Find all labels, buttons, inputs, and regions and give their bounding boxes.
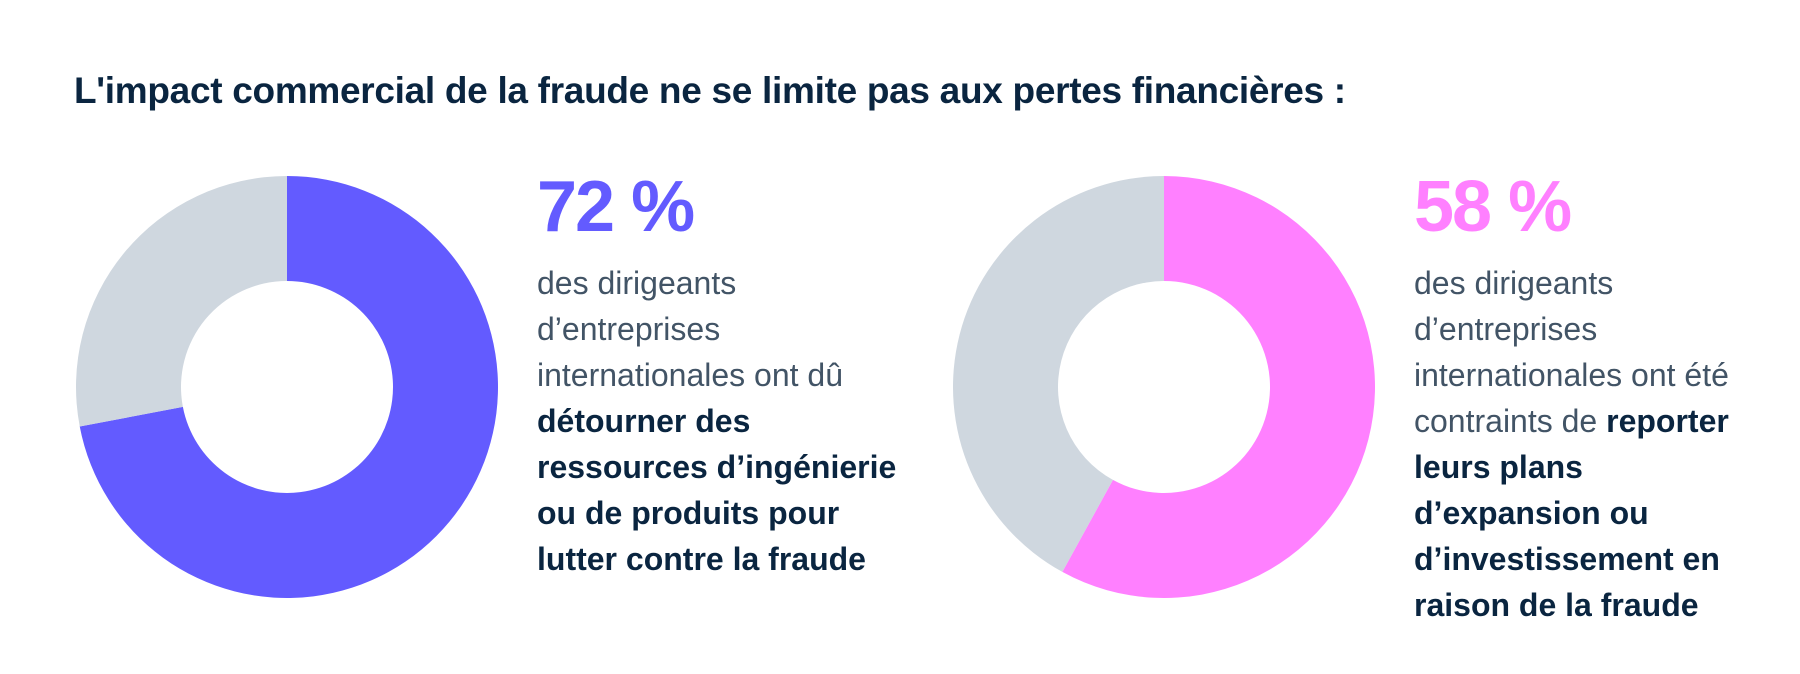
donut-1-slice-primary <box>79 176 498 598</box>
stat-2-description: des dirigeants d’entreprises internation… <box>1414 260 1774 628</box>
stat-2-value: 58 % <box>1414 167 1572 247</box>
donut-chart-2 <box>953 176 1375 598</box>
stat-1-text-bold: détourner des ressources d’ingénierie ou… <box>537 403 897 577</box>
stat-1-description: des dirigeants d’entreprises internation… <box>537 260 897 582</box>
stat-block-2: 58 % des dirigeants d’entreprises intern… <box>1414 168 1774 628</box>
stat-block-1: 72 % des dirigeants d’entreprises intern… <box>537 168 897 582</box>
donut-chart-1-svg <box>76 176 498 598</box>
donut-2-slice-remainder <box>953 176 1164 572</box>
page-title: L'impact commercial de la fraude ne se l… <box>74 70 1346 111</box>
donut-1-slice-remainder <box>76 176 287 427</box>
donut-2-slice-primary <box>1062 176 1375 598</box>
stat-2-text-plain: des dirigeants d’entreprises internation… <box>1414 265 1729 439</box>
stat-2-text-bold: reporter leurs plans d’expansion ou d’in… <box>1414 403 1729 623</box>
stat-1-text-plain: des dirigeants d’entreprises internation… <box>537 265 843 393</box>
donut-chart-2-svg <box>953 176 1375 598</box>
donut-chart-1 <box>76 176 498 598</box>
stat-1-value: 72 % <box>537 167 695 247</box>
